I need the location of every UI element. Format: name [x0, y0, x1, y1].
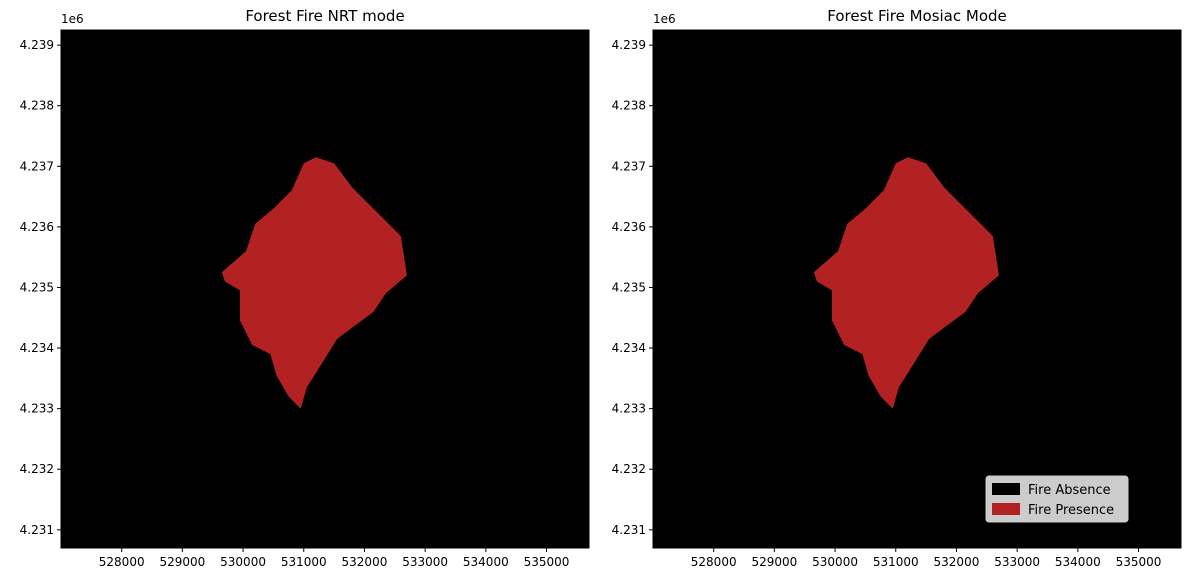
x-tick-label-mosaic: 535000: [1116, 555, 1162, 569]
legend-label: Fire Presence: [1028, 503, 1114, 518]
y-tick-label-nrt: 4.238: [20, 99, 54, 113]
x-tick-label-mosaic: 532000: [934, 555, 980, 569]
y-offset-label-nrt: 1e6: [61, 12, 84, 26]
legend-label: Fire Absence: [1028, 483, 1111, 498]
legend-swatch: [992, 503, 1020, 515]
y-tick-label-mosaic: 4.234: [612, 341, 646, 355]
y-offset-label-mosaic: 1e6: [653, 12, 676, 26]
x-tick-label-nrt: 535000: [524, 555, 570, 569]
y-tick-label-mosaic: 4.239: [612, 38, 646, 52]
x-tick-label-nrt: 528000: [99, 555, 145, 569]
y-tick-label-mosaic: 4.231: [612, 523, 646, 537]
x-tick-label-nrt: 530000: [220, 555, 266, 569]
y-tick-label-nrt: 4.239: [20, 38, 54, 52]
legend-box: [985, 475, 1129, 523]
y-tick-label-mosaic: 4.232: [612, 462, 646, 476]
legend: Fire Absence Fire Presence: [985, 475, 1129, 523]
fire-presence-region-mosaic: [813, 157, 999, 409]
legend-swatch: [992, 483, 1020, 495]
y-tick-label-nrt: 4.231: [20, 523, 54, 537]
y-tick-label-nrt: 4.237: [20, 159, 54, 173]
x-tick-label-nrt: 531000: [281, 555, 327, 569]
x-tick-label-mosaic: 534000: [1055, 555, 1101, 569]
x-tick-label-mosaic: 530000: [812, 555, 858, 569]
axes-frame-nrt: [60, 29, 590, 549]
y-tick-label-nrt: 4.236: [20, 220, 54, 234]
y-tick-label-mosaic: 4.235: [612, 280, 646, 294]
x-tick-label-nrt: 529000: [159, 555, 205, 569]
panel-title-nrt: Forest Fire NRT mode: [245, 7, 405, 25]
y-tick-label-mosaic: 4.236: [612, 220, 646, 234]
panel-title-mosaic: Forest Fire Mosiac Mode: [827, 7, 1007, 25]
y-tick-label-nrt: 4.234: [20, 341, 54, 355]
y-tick-label-mosaic: 4.238: [612, 99, 646, 113]
x-tick-label-mosaic: 533000: [994, 555, 1040, 569]
y-tick-label-mosaic: 4.237: [612, 159, 646, 173]
x-tick-label-mosaic: 529000: [751, 555, 797, 569]
y-tick-label-nrt: 4.235: [20, 280, 54, 294]
y-tick-label-nrt: 4.233: [20, 402, 54, 416]
fire-presence-region-nrt: [221, 157, 407, 409]
y-tick-label-nrt: 4.232: [20, 462, 54, 476]
x-tick-label-nrt: 533000: [402, 555, 448, 569]
x-tick-label-nrt: 532000: [342, 555, 388, 569]
axes-frame-mosaic: [652, 29, 1182, 549]
x-tick-label-nrt: 534000: [463, 555, 509, 569]
y-tick-label-mosaic: 4.233: [612, 402, 646, 416]
x-tick-label-mosaic: 531000: [873, 555, 919, 569]
x-tick-label-mosaic: 528000: [691, 555, 737, 569]
